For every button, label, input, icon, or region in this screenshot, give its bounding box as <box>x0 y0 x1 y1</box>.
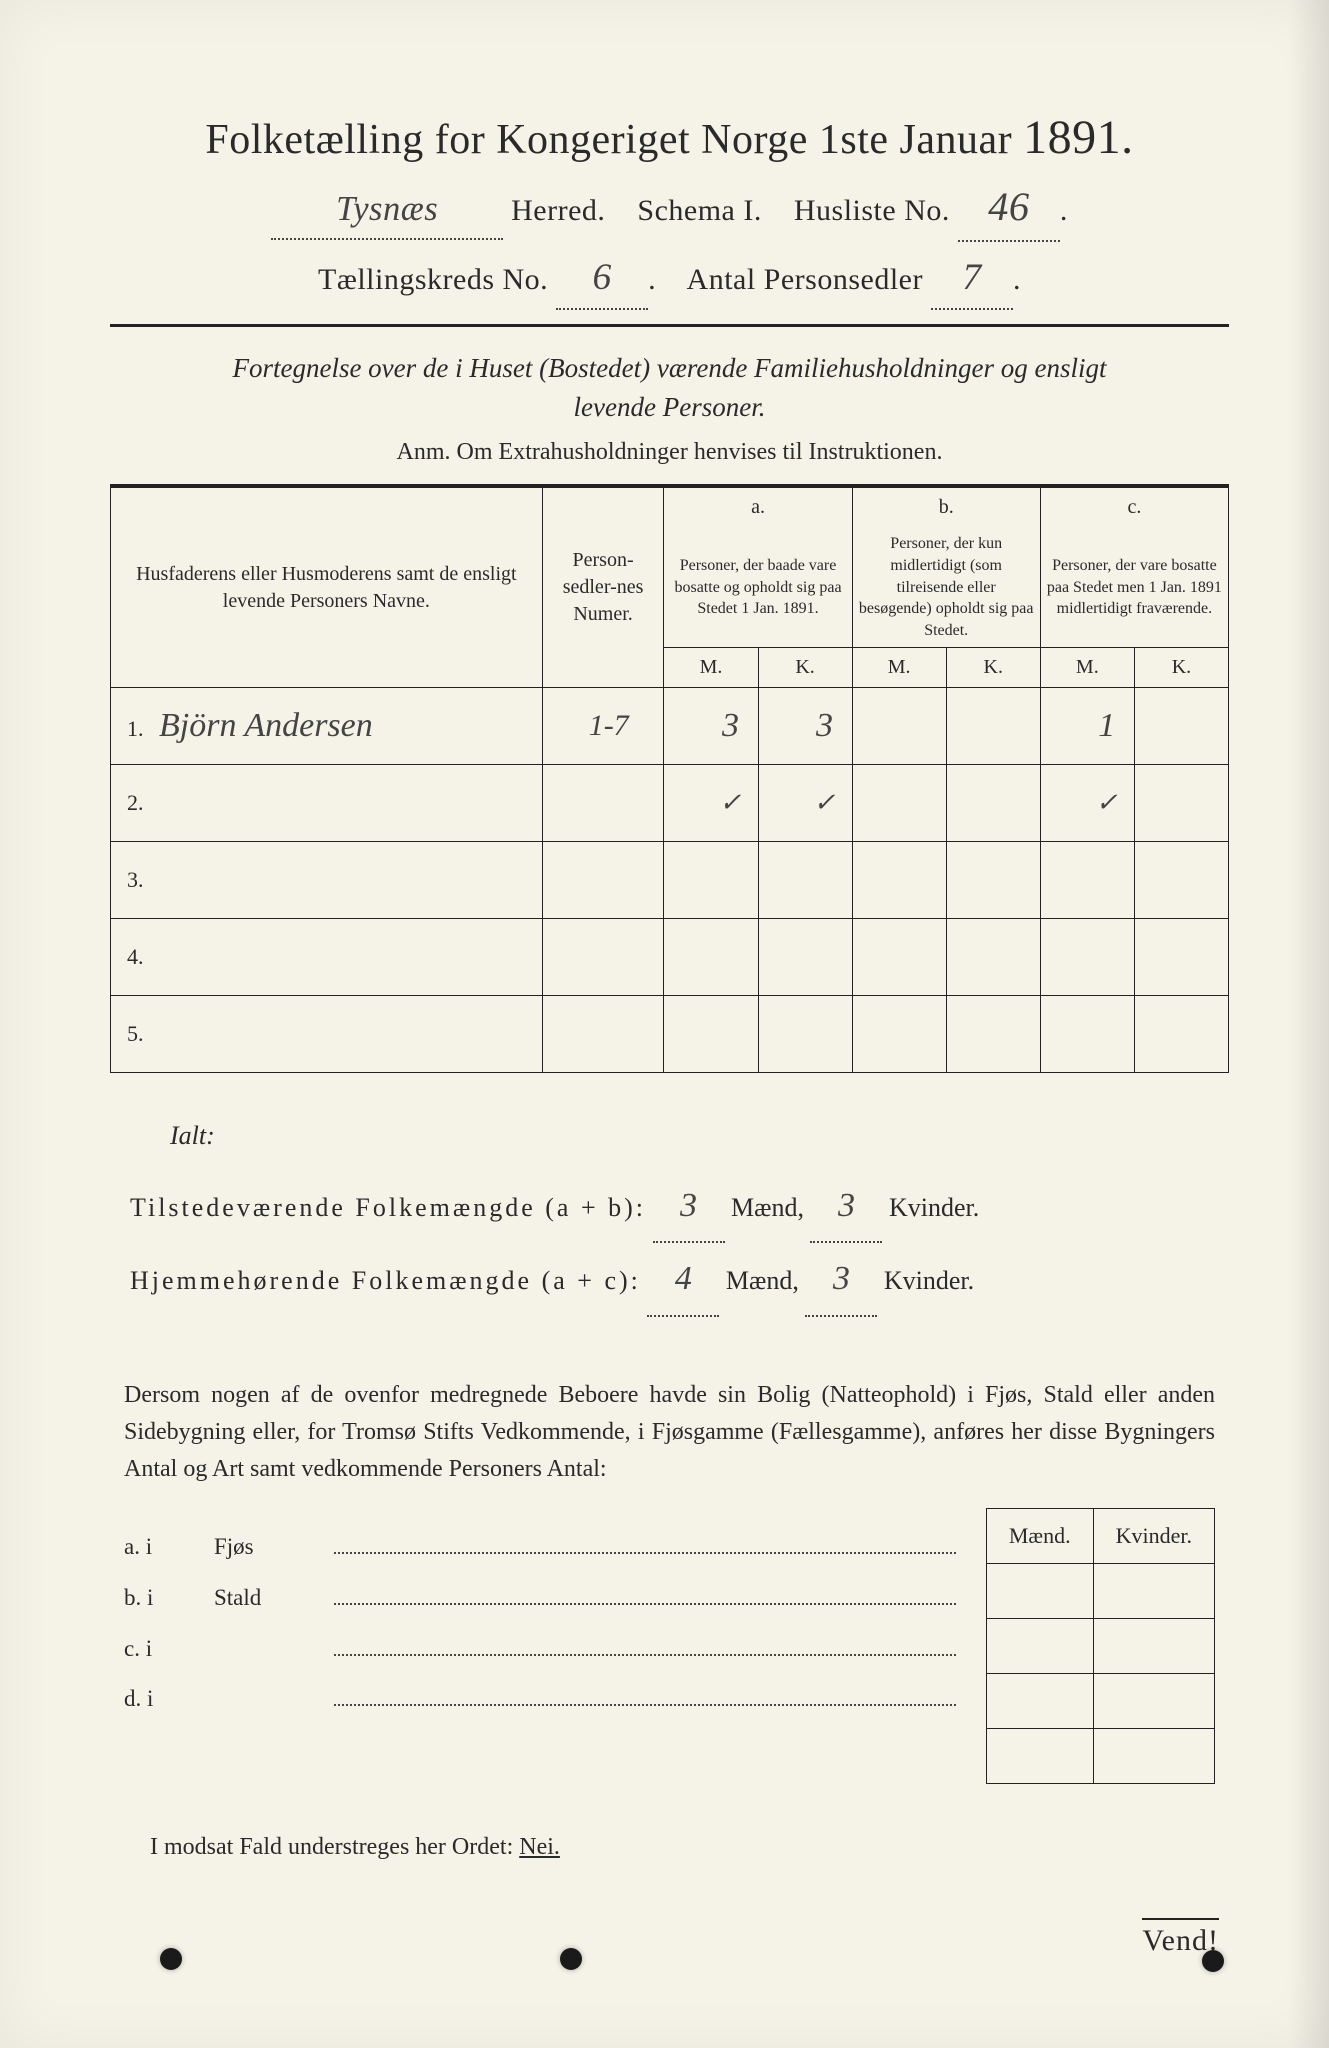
table-row: 3. <box>111 842 1229 919</box>
maend-label: Mænd, <box>726 1266 799 1295</box>
th-b-m: M. <box>852 648 946 688</box>
table-body: 1. Björn Andersen 1-7 3 3 1 2. ✓ ✓ ✓ <box>111 688 1229 1073</box>
row-num-range: 1-7 <box>549 709 669 743</box>
list-item: c. i <box>124 1624 966 1675</box>
mk-side-m: Mænd. <box>986 1509 1093 1564</box>
cell-a-k: 3 <box>765 707 885 745</box>
main-table: Husfaderens eller Husmoderens samt de en… <box>110 487 1229 1073</box>
subtitle-line2: levende Personer. <box>574 392 766 422</box>
nei-before: I modsat Fald understreges her Ordet: <box>150 1834 513 1860</box>
th-a-text: Personer, der baade vare bosatte og opho… <box>664 527 852 647</box>
dotted-line <box>334 1631 956 1656</box>
totals-line2-k: 3 <box>805 1243 877 1316</box>
abcd-tag: c. i <box>124 1624 214 1675</box>
th-a-m: M. <box>664 648 758 688</box>
herred-label: Herred. <box>511 194 605 227</box>
subtitle-line1: Fortegnelse over de i Huset (Bostedet) v… <box>232 353 1106 383</box>
abcd-tag: d. i <box>124 1674 214 1725</box>
totals-line-1: Tilstedeværende Folkemængde (a + b): 3 M… <box>130 1170 1229 1243</box>
kreds-value: 6 <box>556 256 648 311</box>
list-item: b. i Stald <box>124 1573 966 1624</box>
th-a-k: K. <box>758 648 852 688</box>
totals-line1-k: 3 <box>810 1170 882 1243</box>
totals-line2-label: Hjemmehørende Folkemængde (a + c): <box>130 1266 641 1295</box>
ialt-label: Ialt: <box>130 1109 1229 1164</box>
punch-hole-icon <box>160 1948 182 1970</box>
punch-hole-icon <box>560 1948 582 1970</box>
table-row: 1. Björn Andersen 1-7 3 3 1 <box>111 688 1229 765</box>
nei-line: I modsat Fald understreges her Ordet: Ne… <box>110 1834 1229 1861</box>
paragraph-text: Dersom nogen af de ovenfor medregnede Be… <box>124 1382 1215 1482</box>
th-name: Husfaderens eller Husmoderens samt de en… <box>111 488 543 688</box>
schema-label: Schema I. <box>637 194 761 227</box>
list-item: d. i <box>124 1674 966 1725</box>
anm-note: Anm. Om Extrahusholdninger henvises til … <box>110 439 1229 466</box>
dotted-line <box>334 1580 956 1605</box>
antal-label: Antal Personsedler <box>687 263 923 296</box>
subtitle: Fortegnelse over de i Huset (Bostedet) v… <box>140 349 1199 427</box>
table-row: 4. <box>111 919 1229 996</box>
th-a-label: a. <box>664 488 852 528</box>
herred-value: Tysnæs <box>271 190 503 240</box>
kvinder-label: Kvinder. <box>889 1193 979 1222</box>
totals-line1-label: Tilstedeværende Folkemængde (a + b): <box>130 1193 646 1222</box>
th-num: Person-sedler-nes Numer. <box>542 488 664 688</box>
title-prefix: Folketælling for Kongeriget Norge <box>205 117 807 163</box>
page-title: Folketælling for Kongeriget Norge 1ste J… <box>110 110 1229 165</box>
th-c-label: c. <box>1040 488 1228 528</box>
list-item: a. i Fjøs <box>124 1522 966 1573</box>
abcd-word: Fjøs <box>214 1522 334 1573</box>
nei-word: Nei. <box>519 1834 560 1860</box>
cell-c-m: 1 <box>1047 707 1167 745</box>
abcd-word: Stald <box>214 1573 334 1624</box>
cell-a-k: ✓ <box>765 788 885 818</box>
th-c-text: Personer, der vare bosatte paa Stedet me… <box>1040 527 1228 647</box>
mk-side-k: Kvinder. <box>1093 1509 1214 1564</box>
rule-1 <box>110 324 1229 327</box>
table-row: 5. <box>111 996 1229 1073</box>
husliste-label: Husliste No. <box>794 194 950 227</box>
row-num: 5. <box>127 1021 153 1047</box>
mk-side-table: Mænd. Kvinder. <box>986 1508 1215 1784</box>
paragraph-section: Dersom nogen af de ovenfor medregnede Be… <box>110 1377 1229 1785</box>
th-b-k: K. <box>946 648 1040 688</box>
punch-hole-icon <box>1202 1950 1224 1972</box>
th-c-m: M. <box>1040 648 1134 688</box>
dotted-line <box>334 1681 956 1706</box>
title-date: 1ste Januar <box>819 117 1012 163</box>
row-num: 1. <box>127 716 153 742</box>
table-row: 2. ✓ ✓ ✓ <box>111 765 1229 842</box>
abcd-tag: b. i <box>124 1573 214 1624</box>
th-c-k: K. <box>1134 648 1228 688</box>
kreds-label: Tællingskreds No. <box>318 263 548 296</box>
census-form-page: Folketælling for Kongeriget Norge 1ste J… <box>0 0 1329 2048</box>
antal-value: 7 <box>931 256 1013 311</box>
row-num: 2. <box>127 790 153 816</box>
th-b-text: Personer, der kun midlertidigt (som tilr… <box>852 527 1040 647</box>
totals-line-2: Hjemmehørende Folkemængde (a + c): 4 Mæn… <box>130 1243 1229 1316</box>
header-line-3: Tællingskreds No. 6. Antal Personsedler … <box>110 256 1229 311</box>
totals-section: Ialt: Tilstedeværende Folkemængde (a + b… <box>110 1109 1229 1316</box>
maend-label: Mænd, <box>731 1193 804 1222</box>
row-num: 3. <box>127 867 153 893</box>
totals-line1-m: 3 <box>653 1170 725 1243</box>
cell-c-m: ✓ <box>1047 788 1167 818</box>
header-line-2: Tysnæs Herred. Schema I. Husliste No. 46… <box>110 183 1229 242</box>
title-year: 1891. <box>1023 111 1134 164</box>
abcd-tag: a. i <box>124 1522 214 1573</box>
dotted-line <box>334 1529 956 1554</box>
husliste-value: 46 <box>958 183 1060 242</box>
th-b-label: b. <box>852 488 1040 528</box>
totals-line2-m: 4 <box>647 1243 719 1316</box>
row-name: Björn Andersen <box>159 707 373 745</box>
kvinder-label: Kvinder. <box>884 1266 974 1295</box>
row-num: 4. <box>127 944 153 970</box>
